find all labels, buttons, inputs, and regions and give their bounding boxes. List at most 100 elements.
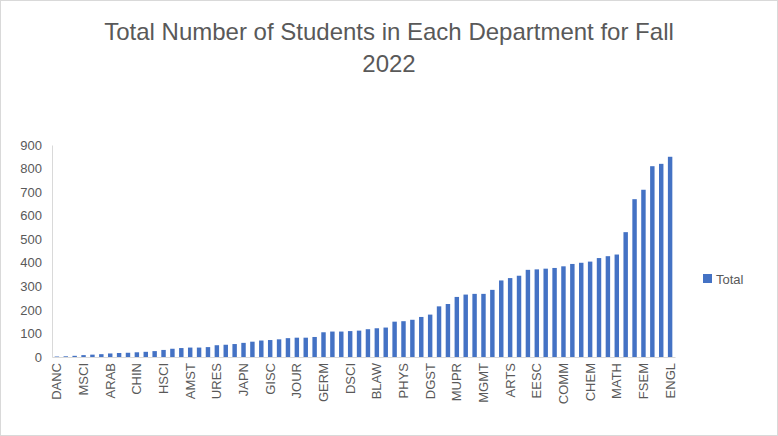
x-axis-line: [53, 357, 676, 358]
bar: [197, 348, 201, 357]
chart: Total Number of Students in Each Departm…: [0, 0, 778, 436]
y-tick: 100: [20, 326, 52, 341]
x-tick: GISC: [263, 363, 278, 395]
y-tick: 900: [20, 138, 52, 153]
bar: [615, 255, 619, 357]
x-tick-label: ARTS: [503, 363, 518, 398]
bar: [321, 332, 325, 357]
x-tick: DGST: [423, 363, 438, 399]
bar: [304, 338, 308, 357]
bar: [570, 264, 574, 357]
bar: [552, 268, 556, 357]
y-tick: 700: [20, 185, 52, 200]
y-tick-label: 100: [20, 326, 42, 341]
y-axis-line: [52, 146, 53, 358]
y-tick-label: 0: [35, 350, 42, 365]
bar: [330, 332, 334, 357]
bar: [366, 329, 370, 357]
bar: [206, 347, 210, 357]
bar: [375, 328, 379, 357]
bar: [392, 322, 396, 357]
bar: [561, 266, 565, 357]
x-tick-label: CHEM: [583, 363, 598, 401]
bar: [259, 341, 263, 357]
bar: [357, 331, 361, 357]
x-tick-label: DSCI: [343, 363, 358, 394]
bar: [526, 270, 530, 357]
x-tick: GERM: [316, 363, 331, 402]
legend-label: Total: [716, 272, 744, 287]
bar: [108, 353, 112, 357]
y-tick: 0: [35, 350, 52, 365]
bar: [152, 351, 156, 357]
x-tick: MATH: [609, 363, 624, 399]
y-tick-label: 500: [20, 232, 42, 247]
bar: [401, 321, 405, 357]
x-tick-label: ARAB: [103, 363, 118, 398]
bar: [446, 304, 450, 357]
x-tick: JOUR: [289, 363, 304, 398]
x-tick: PHYS: [396, 363, 411, 399]
legend: Total: [703, 272, 744, 287]
x-tick-label: CHIN: [129, 363, 144, 395]
x-tick: COMM: [556, 363, 571, 404]
x-tick: BLAW: [369, 362, 384, 399]
x-tick: CHEM: [583, 363, 598, 401]
bar: [579, 263, 583, 357]
bar: [419, 317, 423, 357]
x-tick: MUPR: [449, 363, 464, 401]
bar: [472, 294, 476, 357]
x-tick: JAPN: [236, 363, 251, 396]
bar: [437, 306, 441, 357]
bar: [597, 258, 601, 357]
bar: [72, 356, 76, 357]
x-tick-label: AMST: [183, 363, 198, 399]
bar: [144, 352, 148, 357]
x-tick-label: DANC: [49, 363, 64, 400]
y-tick-label: 200: [20, 303, 42, 318]
bar: [55, 356, 59, 357]
bar: [428, 315, 432, 357]
x-tick-label: JOUR: [289, 363, 304, 398]
chart-frame: [1, 1, 778, 436]
y-tick-label: 800: [20, 161, 42, 176]
bar: [224, 345, 228, 357]
bar: [623, 232, 627, 357]
bar: [383, 328, 387, 357]
bar: [606, 256, 610, 357]
bar: [490, 290, 494, 357]
y-axis: 0 100 200 300 400 500 600 700 800 900: [20, 138, 52, 365]
x-tick-label: JAPN: [236, 363, 251, 396]
bar: [348, 331, 352, 357]
x-tick-label: GERM: [316, 363, 331, 402]
bar: [286, 338, 290, 357]
bar: [268, 340, 272, 357]
bar: [90, 355, 94, 357]
bar: [277, 339, 281, 357]
x-tick-label: HSCI: [156, 363, 171, 394]
x-tick-label: MSCI: [76, 363, 91, 396]
y-tick-label: 600: [20, 208, 42, 223]
bar: [632, 199, 636, 357]
bar: [463, 295, 467, 357]
x-tick-label: COMM: [556, 363, 571, 404]
bar: [215, 345, 219, 357]
y-tick-label: 400: [20, 255, 42, 270]
x-tick-label: FSEM: [636, 363, 651, 399]
x-tick-label: URES: [209, 363, 224, 399]
x-tick: HSCI: [156, 363, 171, 394]
bar: [508, 278, 512, 357]
x-tick-label: EESC: [529, 363, 544, 398]
x-tick: AMST: [183, 363, 198, 399]
y-tick: 300: [20, 279, 52, 294]
bar: [543, 269, 547, 357]
bar: [99, 354, 103, 357]
bar: [481, 294, 485, 357]
bar: [170, 349, 174, 357]
bar: [588, 262, 592, 357]
bar: [117, 353, 121, 357]
bar: [295, 338, 299, 357]
bar: [410, 320, 414, 357]
bar: [312, 337, 316, 357]
y-tick-label: 300: [20, 279, 42, 294]
